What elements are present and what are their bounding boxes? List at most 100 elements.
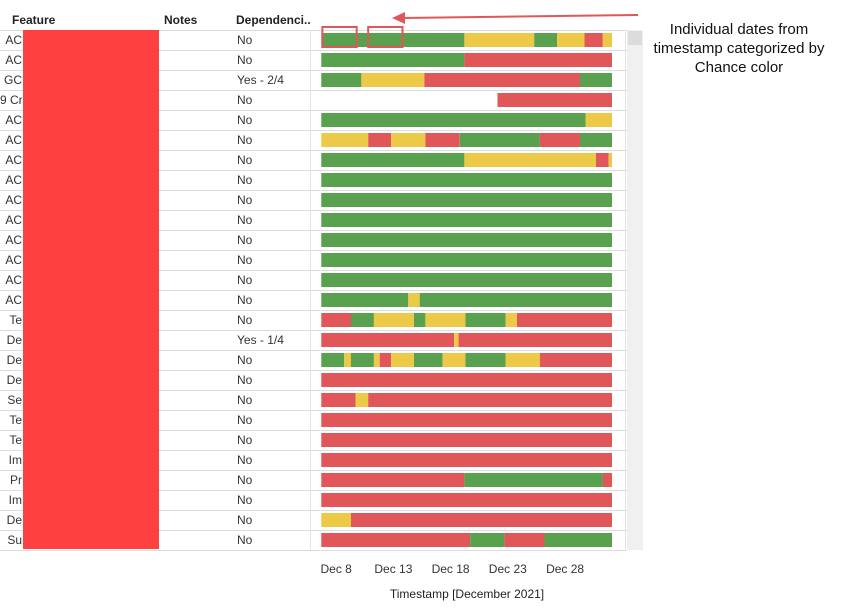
- bar-segment: [351, 313, 374, 327]
- bar-segment: [321, 233, 612, 247]
- bar-segment: [379, 353, 392, 367]
- bar-segment: [584, 33, 603, 47]
- bar-segment: [544, 533, 612, 547]
- bar-segment: [459, 133, 540, 147]
- bar-segment: [321, 513, 352, 527]
- bar-segment: [602, 33, 612, 47]
- bar-segment: [321, 193, 612, 207]
- feature-cell: AC: [5, 233, 22, 247]
- bar-segment: [351, 353, 374, 367]
- bar-segment: [539, 353, 612, 367]
- bar-segment: [464, 53, 612, 67]
- row-divider: [0, 130, 627, 131]
- row-divider: [0, 370, 627, 371]
- feature-cell: AC: [5, 253, 22, 267]
- row-divider: [0, 270, 627, 271]
- feature-cell: GC: [4, 73, 22, 87]
- bar-segment: [321, 73, 362, 87]
- bar-segment: [391, 133, 426, 147]
- feature-cell: Pr: [10, 473, 22, 487]
- bar-segment: [321, 173, 612, 187]
- dependencies-cell: No: [237, 373, 253, 387]
- header-divider: [0, 30, 627, 31]
- row-divider: [0, 170, 627, 171]
- bar-segment: [505, 353, 540, 367]
- dependencies-cell: No: [237, 473, 253, 487]
- dependencies-cell: No: [237, 133, 253, 147]
- bar-segment: [321, 113, 586, 127]
- dependencies-cell: Yes - 2/4: [237, 73, 284, 87]
- row-divider: [0, 510, 627, 511]
- feature-cell: 9 Cr: [0, 93, 22, 107]
- dependencies-cell: No: [237, 433, 253, 447]
- dependencies-cell: No: [237, 293, 253, 307]
- bar-segment: [321, 253, 612, 267]
- bar-segment: [321, 413, 612, 427]
- bar-segment: [321, 373, 612, 387]
- feature-cell: Te: [9, 313, 22, 327]
- bar-segment: [321, 433, 612, 447]
- bar-segment: [414, 313, 426, 327]
- bar-segment: [321, 133, 369, 147]
- highlight-box: [367, 26, 404, 48]
- bar-segment: [321, 53, 465, 67]
- dependencies-cell: No: [237, 253, 253, 267]
- feature-cell: Te: [9, 433, 22, 447]
- dependencies-cell: No: [237, 193, 253, 207]
- scrollbar-thumb[interactable]: [628, 31, 642, 45]
- dependencies-cell: No: [237, 213, 253, 227]
- notes-header: Notes: [164, 13, 198, 27]
- row-divider: [0, 290, 627, 291]
- bar-segment: [408, 293, 420, 307]
- row-divider: [0, 310, 627, 311]
- x-tick-label: Dec 23: [488, 562, 527, 576]
- bar-segment: [470, 533, 505, 547]
- bar-segment: [321, 273, 612, 287]
- bar-segment: [321, 213, 612, 227]
- feature-cell: AC: [5, 153, 22, 167]
- bar-segment: [505, 313, 517, 327]
- row-divider: [0, 470, 627, 471]
- bar-segment: [321, 33, 465, 47]
- bar-segment: [465, 313, 506, 327]
- dependencies-cell: Yes - 1/4: [237, 333, 284, 347]
- bar-segment: [321, 293, 409, 307]
- bar-segment: [391, 353, 414, 367]
- x-tick-label: Dec 18: [431, 562, 470, 576]
- vertical-scrollbar[interactable]: [627, 30, 643, 550]
- bar-segment: [539, 133, 580, 147]
- row-divider: [0, 90, 627, 91]
- feature-cell: AC: [5, 133, 22, 147]
- feature-cell: AC: [5, 193, 22, 207]
- feature-cell: De: [6, 513, 22, 527]
- annotation-text: Individual dates from timestamp categori…: [653, 21, 825, 76]
- dependencies-cell: No: [237, 493, 253, 507]
- feature-cell: Te: [9, 413, 22, 427]
- bar-segment: [517, 313, 612, 327]
- dependencies-cell: No: [237, 393, 253, 407]
- bar-segment: [321, 533, 471, 547]
- row-divider: [0, 150, 627, 151]
- bar-segment: [557, 33, 585, 47]
- bar-segment: [321, 333, 455, 347]
- feature-cell: Su: [7, 533, 22, 547]
- feature-cell: Im: [8, 453, 22, 467]
- bar-segment: [580, 73, 612, 87]
- row-divider: [0, 250, 627, 251]
- x-tick-label: Dec 28: [546, 562, 585, 576]
- dependencies-cell: No: [237, 313, 253, 327]
- bar-segment: [368, 393, 612, 407]
- bar-segment: [321, 473, 465, 487]
- row-divider: [0, 410, 627, 411]
- dependencies-cell: No: [237, 173, 253, 187]
- dependencies-cell: No: [237, 93, 253, 107]
- annotation-arrow-line: [401, 14, 639, 19]
- bar-segment: [464, 33, 535, 47]
- dependencies-cell: No: [237, 513, 253, 527]
- bar-segment: [424, 73, 580, 87]
- bar-segment: [344, 353, 352, 367]
- dependencies-cell: No: [237, 273, 253, 287]
- dependencies-cell: No: [237, 453, 253, 467]
- row-divider: [0, 210, 627, 211]
